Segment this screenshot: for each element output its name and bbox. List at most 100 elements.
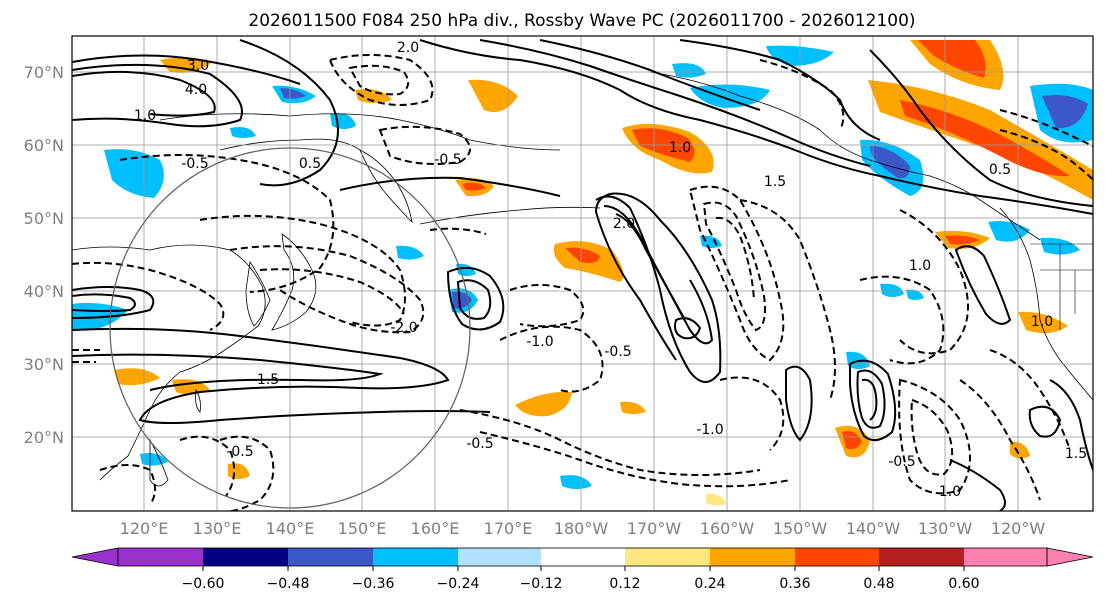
lon-label: 140°W <box>846 519 901 538</box>
contour-label: 1.5 <box>1065 446 1087 462</box>
lat-label: 60°N <box>24 136 64 155</box>
graticule <box>72 36 1093 511</box>
dashed-contour <box>759 59 845 131</box>
contour-label: 4.0 <box>185 82 207 98</box>
contour-label: 1.5 <box>764 174 786 190</box>
solid-contour <box>785 365 813 442</box>
solid-contour <box>594 192 722 383</box>
solid-contour <box>419 39 1093 215</box>
rossby-contours-negative <box>72 54 1093 511</box>
colorbar-tick-label: −0.60 <box>182 576 225 592</box>
positive-div-patch <box>160 57 212 73</box>
solid-contour <box>72 353 384 391</box>
contour-label: -0.5 <box>181 156 208 172</box>
solid-contour <box>479 39 871 167</box>
lat-label: 20°N <box>24 428 64 447</box>
rossby-contours-positive <box>72 39 1093 511</box>
coastline-taiwan <box>195 388 201 413</box>
dashed-contour <box>378 125 471 165</box>
colorbar-outline <box>117 547 1048 567</box>
contour-label: 2.0 <box>397 40 419 56</box>
dashed-contour <box>688 185 785 362</box>
lat-label: 50°N <box>24 209 64 228</box>
state-borders <box>1040 244 1093 330</box>
dashed-contour <box>719 376 785 451</box>
colorbar-extend-max <box>1046 547 1094 567</box>
contour-label: -1.0 <box>696 422 723 438</box>
solid-contour <box>949 459 1006 511</box>
solid-contour <box>856 369 886 429</box>
great-circle <box>109 147 471 509</box>
solid-contour <box>615 213 685 319</box>
lon-label: 160°E <box>411 519 460 538</box>
dashed-contour <box>959 379 1041 501</box>
contour-label: -2.0 <box>390 320 417 336</box>
dashed-contour <box>429 227 487 235</box>
colorbar-tick-label: −0.24 <box>437 576 480 592</box>
map-frame <box>71 35 1094 512</box>
positive-div-patch <box>918 40 986 78</box>
colorbar-tick-label: 0.12 <box>609 576 640 592</box>
negative-div-patch <box>906 289 924 300</box>
colorbar-tick-label: 0.60 <box>948 576 979 592</box>
colorbar-tick-label: 0.36 <box>779 576 810 592</box>
dashed-contour <box>348 64 410 96</box>
contour-label: 1.0 <box>134 108 156 124</box>
positive-div-patch <box>462 182 486 191</box>
colorbar-segment <box>710 548 795 566</box>
lon-label: 130°E <box>193 519 242 538</box>
coastline-philippines <box>149 438 169 487</box>
lat-label: 30°N <box>24 355 64 374</box>
dashed-contour <box>179 435 236 497</box>
solid-contour <box>72 286 155 319</box>
positive-div-patch <box>355 89 392 103</box>
solid-contour <box>954 245 1012 325</box>
dashed-contour <box>459 409 761 476</box>
chart-title: 2026011500 F084 250 hPa div., Rossby Wav… <box>248 11 915 31</box>
solid-contour <box>869 49 1093 207</box>
dashed-contour <box>229 245 425 334</box>
positive-div-patch <box>706 493 726 506</box>
positive-div-patch <box>1010 441 1030 459</box>
colorbar-segment <box>203 548 288 566</box>
solid-contour <box>72 63 243 128</box>
solid-contour <box>603 205 714 345</box>
positive-div-patch <box>468 79 518 113</box>
negative-div-patch <box>690 84 770 108</box>
solid-contour <box>539 39 761 111</box>
dashed-contour <box>509 284 585 328</box>
colorbar-tick-label: −0.36 <box>352 576 395 592</box>
divergence-shading <box>72 40 1093 506</box>
solid-contour <box>1049 379 1093 471</box>
colorbar-segment <box>373 548 458 566</box>
negative-div-patch <box>880 283 904 297</box>
dashed-contour <box>479 431 791 488</box>
negative-div-patch <box>396 245 424 260</box>
contour-label: 1.0 <box>939 484 961 500</box>
negative-div-patch <box>560 475 592 489</box>
colorbar-tick-label: 0.24 <box>694 576 725 592</box>
longitude-labels: 120°E 130°E 140°E 150°E 160°E 170°E 180°… <box>120 519 1046 538</box>
lon-label: 150°E <box>338 519 387 538</box>
map-content: -0.5 1.0 1.5 2.0 -2.0 3.0 4.0 -1.0 -0.5 … <box>72 36 1093 511</box>
solid-contour <box>339 176 561 197</box>
dashed-contour <box>999 129 1093 181</box>
dashed-contour <box>910 398 954 476</box>
negative-div-patch <box>870 146 910 179</box>
contour-label: -0.5 <box>434 152 461 168</box>
negative-div-patch <box>230 127 256 138</box>
contour-label: 2.0 <box>613 216 635 232</box>
solid-contour <box>446 266 505 331</box>
solid-contour <box>849 359 897 442</box>
solid-contour <box>1028 405 1062 438</box>
dashed-contour <box>715 216 755 301</box>
contour-label: 3.0 <box>187 58 209 74</box>
colorbar: −0.60 −0.48 −0.36 −0.24 −0.12 0.12 0.24 … <box>71 547 1094 592</box>
solid-contour <box>679 39 881 141</box>
coastline-aleutians <box>419 206 601 225</box>
dashed-contour <box>72 349 100 363</box>
positive-div-patch <box>842 431 862 450</box>
negative-div-patch <box>280 88 306 99</box>
solid-contour <box>72 70 216 117</box>
dashed-contour <box>328 54 434 106</box>
